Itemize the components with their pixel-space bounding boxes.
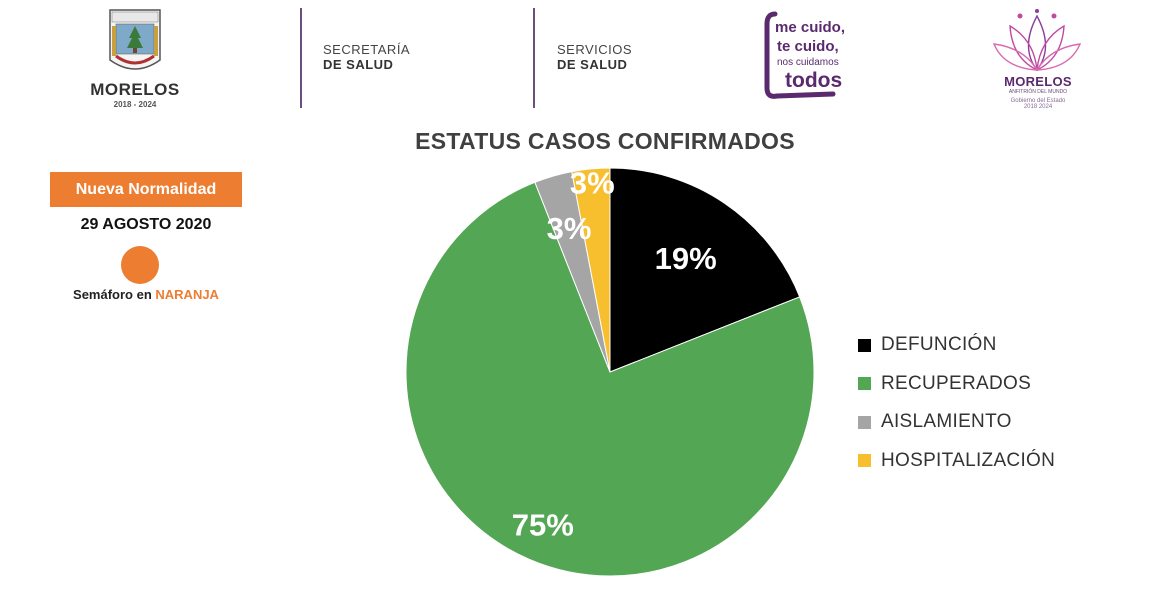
lotus-logo	[992, 9, 1082, 72]
slogan-line2: te cuido,	[777, 38, 839, 55]
legend-label: DEFUNCIÓN	[881, 334, 997, 356]
pie-slice-4	[571, 167, 611, 373]
pie-slice-label: 19%	[655, 241, 717, 276]
logo-left-title: MORELOS	[90, 80, 180, 99]
header-divider	[533, 8, 535, 108]
chart-legend: DEFUNCIÓN RECUPERADOS AISLAMIENTO HOSPITALI…	[858, 326, 1118, 480]
legend-item: AISLAMIENTO	[858, 403, 1118, 442]
dept1-block: SECRETARÍA DE SALUD	[323, 42, 410, 72]
logo-left-years: 2018 - 2024	[113, 100, 157, 109]
semaforo-color: NARANJA	[155, 287, 219, 302]
report-date: 29 AGOSTO 2020	[80, 216, 212, 233]
header-divider	[300, 8, 302, 108]
dept2-block: SERVICIOS DE SALUD	[557, 42, 632, 72]
pie-slice-2	[405, 181, 815, 577]
dept1-line2: DE SALUD	[323, 57, 394, 72]
legend-item: HOSPITALIZACIÓN	[858, 442, 1118, 481]
nueva-normalidad-badge: Nueva Normalidad	[50, 172, 242, 207]
logo-right-gov: Gobierno del Estado 2018 2024	[988, 98, 1088, 110]
legend-swatch	[858, 377, 871, 391]
semaforo-indicator	[121, 246, 159, 284]
legend-item: DEFUNCIÓN	[858, 326, 1118, 365]
legend-swatch	[858, 415, 871, 429]
status-panel: Nueva Normalidad 29 AGOSTO 2020 Semáforo…	[50, 172, 242, 312]
legend-item: RECUPERADOS	[858, 365, 1118, 404]
dept1-line1: SECRETARÍA	[323, 42, 411, 57]
legend-swatch	[858, 454, 871, 468]
logo-right-title: MORELOS	[1004, 74, 1072, 89]
dept2-line2: DE SALUD	[557, 57, 628, 72]
legend-label: HOSPITALIZACIÓN	[881, 449, 1056, 471]
slogan-line3: nos cuidamos	[777, 57, 839, 68]
chart-title: ESTATUS CASOS CONFIRMADOS	[415, 128, 795, 154]
logo-right-gov-text: Gobierno del Estado	[1010, 98, 1066, 104]
legend-swatch	[858, 338, 871, 352]
pie-slice-1	[609, 167, 801, 373]
morelos-crest-logo	[109, 9, 161, 70]
legend-label: RECUPERADOS	[881, 372, 1032, 394]
pie-slice-label: 3%	[547, 211, 592, 246]
pie-slice-label: 75%	[512, 508, 574, 543]
slogan-line1: me cuido,	[775, 19, 845, 36]
semaforo-prefix: Semáforo en	[73, 287, 156, 302]
logo-right-years: 2018 2024	[1023, 104, 1053, 110]
legend-label: AISLAMIENTO	[881, 411, 1012, 433]
header: MORELOS 2018 - 2024 SECRETARÍA DE SALUD …	[0, 0, 1170, 118]
semaforo-text: Semáforo en NARANJA	[50, 287, 242, 302]
slogan-logo: me cuido, te cuido, nos cuidamos todos	[764, 11, 845, 99]
pie-slice-label: 3%	[570, 165, 615, 200]
slogan-line4: todos	[785, 69, 842, 92]
dept2-line1: SERVICIOS	[557, 42, 633, 57]
logo-right-subtitle: ANFITRIÓN DEL MUNDO	[1008, 89, 1068, 95]
